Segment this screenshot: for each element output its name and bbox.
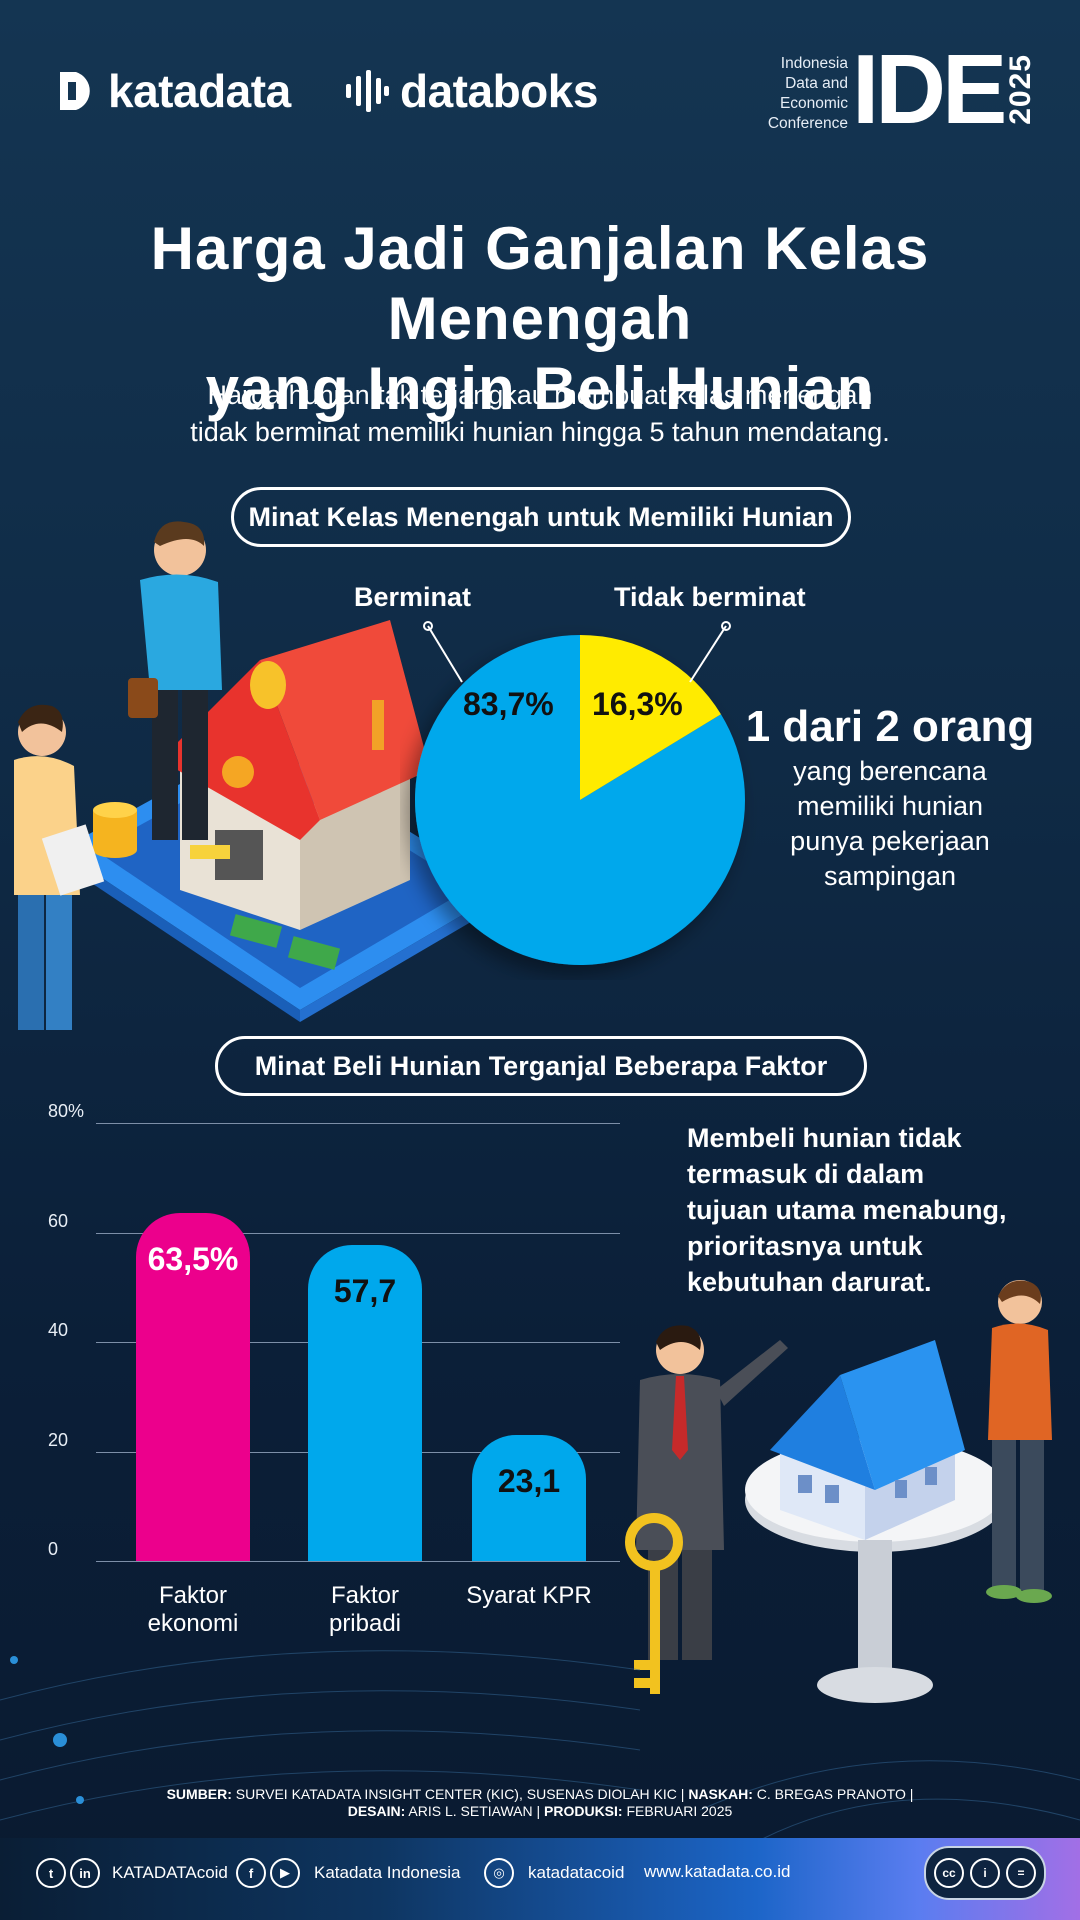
databoks-logo: databoks xyxy=(344,64,598,118)
side-note: Membeli hunian tidak termasuk di dalam t… xyxy=(687,1123,1007,1297)
no-derivatives-icon: = xyxy=(1006,1858,1036,1888)
twitter-icon[interactable]: t xyxy=(36,1858,66,1888)
bar xyxy=(136,1213,250,1561)
bar xyxy=(472,1434,586,1561)
bar-data-label: 63,5% xyxy=(147,1241,239,1278)
footer-social-twitter-linkedin[interactable]: t in KATADATAcoid xyxy=(36,1858,228,1888)
y-tick-label: 20 xyxy=(48,1429,69,1450)
pie-value-berminat: 83,7% xyxy=(463,686,554,722)
bar-data-label: 23,1 xyxy=(497,1462,561,1499)
bar-data-label: 57,7 xyxy=(333,1273,397,1310)
footer-bar xyxy=(0,1838,1080,1920)
page-subtitle: Harga hunian tak terjangkau membuat kela… xyxy=(190,380,890,447)
footer-social-facebook-youtube[interactable]: f ▶ Katadata Indonesia xyxy=(236,1858,461,1888)
gridline xyxy=(96,1123,620,1124)
katadata-logo: katadata xyxy=(58,64,291,118)
pie-legend-tidak-berminat: Tidak berminat xyxy=(614,582,806,612)
ide-logo: IDE xyxy=(852,34,1007,144)
instagram-icon[interactable]: ◎ xyxy=(484,1858,514,1888)
ide-year: 2025 xyxy=(1004,54,1037,125)
y-tick-label: 80% xyxy=(48,1101,85,1121)
katadata-d-icon xyxy=(60,72,90,110)
footer-social-instagram[interactable]: ◎ katadatacoid xyxy=(484,1858,624,1888)
gridline xyxy=(96,1451,620,1453)
pie-value-tidak-berminat: 16,3% xyxy=(592,686,683,722)
youtube-icon[interactable]: ▶ xyxy=(270,1858,300,1888)
table-house-illustration xyxy=(625,1280,1052,1703)
databoks-bars-icon xyxy=(346,70,389,112)
cc-icon: cc xyxy=(934,1858,964,1888)
ide-conference-text: Indonesia Data and Economic Conference xyxy=(767,55,848,132)
y-tick-label: 40 xyxy=(48,1320,69,1340)
gridline xyxy=(96,1342,620,1343)
pie-slice-tidak-berminat xyxy=(580,635,721,800)
pie-chart xyxy=(415,635,745,965)
house-illustration xyxy=(14,521,505,1030)
house-roof xyxy=(160,660,320,840)
linkedin-icon[interactable]: in xyxy=(70,1858,100,1888)
attribution-icon: i xyxy=(970,1858,1000,1888)
decorative-grid xyxy=(0,1650,1080,1840)
gridline xyxy=(96,1561,620,1562)
y-tick-label: 60 xyxy=(48,1210,69,1231)
footer-website-link[interactable]: www.katadata.co.id xyxy=(644,1862,791,1881)
creative-commons-badge: cc i = xyxy=(924,1846,1046,1900)
brand-katadata: katadata xyxy=(108,65,291,117)
pie-leader-lines xyxy=(423,621,731,683)
section2-title: Minat Beli Hunian Terganjal Beberapa Fak… xyxy=(215,1036,867,1096)
bar xyxy=(308,1245,422,1561)
brand-databoks: databoks xyxy=(400,65,598,117)
source-credits: SUMBER: SURVEI KATADATA INSIGHT CENTER (… xyxy=(166,1786,914,1819)
facebook-icon[interactable]: f xyxy=(236,1858,266,1888)
section1-title: Minat Kelas Menengah untuk Memiliki Huni… xyxy=(231,487,851,547)
gridline xyxy=(96,1232,620,1234)
stat-headline: 1 dari 2 orang xyxy=(745,702,1035,751)
pie-legend-berminat: Berminat xyxy=(354,582,472,612)
stat-description: yang berencana memiliki hunian punya pek… xyxy=(790,756,990,891)
page-title: Harga Jadi Ganjalan Kelas Menengah yang … xyxy=(150,215,930,422)
y-tick-label: 0 xyxy=(48,1539,59,1559)
